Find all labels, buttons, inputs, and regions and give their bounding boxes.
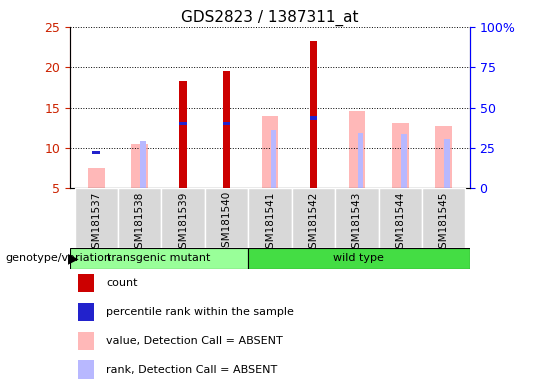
Text: transgenic mutant: transgenic mutant xyxy=(107,253,211,263)
Bar xyxy=(292,27,335,188)
Bar xyxy=(78,274,94,293)
Bar xyxy=(349,111,365,188)
Bar xyxy=(118,188,161,248)
Bar xyxy=(75,27,118,188)
Bar xyxy=(335,188,379,248)
Text: GSM181544: GSM181544 xyxy=(395,191,406,255)
Text: ▶: ▶ xyxy=(68,251,79,265)
Bar xyxy=(205,27,248,188)
Text: wild type: wild type xyxy=(333,253,384,263)
Text: GSM181541: GSM181541 xyxy=(265,191,275,255)
Bar xyxy=(131,144,148,188)
Text: GSM181540: GSM181540 xyxy=(221,191,232,254)
Bar xyxy=(118,27,161,188)
Text: genotype/variation: genotype/variation xyxy=(5,253,111,263)
Bar xyxy=(179,81,187,188)
Bar xyxy=(75,188,118,248)
Bar xyxy=(205,188,248,248)
Text: GSM181543: GSM181543 xyxy=(352,191,362,255)
Text: GSM181537: GSM181537 xyxy=(91,191,102,255)
Bar xyxy=(140,141,146,188)
Bar xyxy=(248,27,292,188)
Bar xyxy=(422,27,465,188)
Bar xyxy=(444,139,450,188)
Bar xyxy=(392,123,409,188)
Text: GSM181542: GSM181542 xyxy=(308,191,319,255)
Bar xyxy=(88,168,105,188)
Bar xyxy=(78,303,94,321)
Bar xyxy=(222,122,231,126)
Text: count: count xyxy=(106,278,138,288)
Bar xyxy=(262,116,278,188)
Bar xyxy=(70,248,248,269)
Text: value, Detection Call = ABSENT: value, Detection Call = ABSENT xyxy=(106,336,283,346)
Bar xyxy=(422,188,465,248)
Text: rank, Detection Call = ABSENT: rank, Detection Call = ABSENT xyxy=(106,364,278,375)
Bar xyxy=(161,27,205,188)
Bar xyxy=(179,122,187,126)
Bar xyxy=(357,133,363,188)
Bar xyxy=(78,360,94,379)
Bar xyxy=(401,134,407,188)
Bar xyxy=(248,248,470,269)
Bar xyxy=(222,71,231,188)
Text: percentile rank within the sample: percentile rank within the sample xyxy=(106,307,294,317)
Bar xyxy=(292,188,335,248)
Title: GDS2823 / 1387311_at: GDS2823 / 1387311_at xyxy=(181,9,359,25)
Bar xyxy=(248,188,292,248)
Bar xyxy=(379,27,422,188)
Bar xyxy=(271,130,276,188)
Text: GSM181538: GSM181538 xyxy=(134,191,145,255)
Bar xyxy=(435,126,452,188)
Bar xyxy=(92,151,100,154)
Bar xyxy=(78,332,94,350)
Bar xyxy=(379,188,422,248)
Bar xyxy=(309,116,318,120)
Text: GSM181539: GSM181539 xyxy=(178,191,188,255)
Text: GSM181545: GSM181545 xyxy=(438,191,449,255)
Bar xyxy=(335,27,379,188)
Bar xyxy=(309,41,318,188)
Bar xyxy=(161,188,205,248)
